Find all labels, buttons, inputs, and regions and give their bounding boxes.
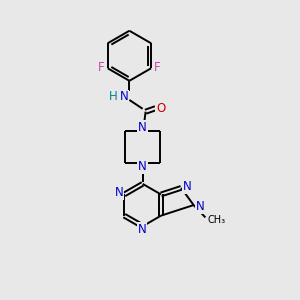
Text: N: N — [138, 160, 147, 173]
Text: N: N — [138, 223, 146, 236]
Text: F: F — [98, 61, 104, 74]
Text: N: N — [138, 122, 147, 134]
Text: F: F — [154, 61, 161, 74]
Text: N: N — [120, 91, 128, 103]
Text: N: N — [115, 187, 123, 200]
Text: N: N — [196, 200, 205, 213]
Text: H: H — [109, 91, 118, 103]
Text: O: O — [156, 102, 166, 115]
Text: N: N — [183, 180, 191, 193]
Text: CH₃: CH₃ — [208, 215, 226, 225]
